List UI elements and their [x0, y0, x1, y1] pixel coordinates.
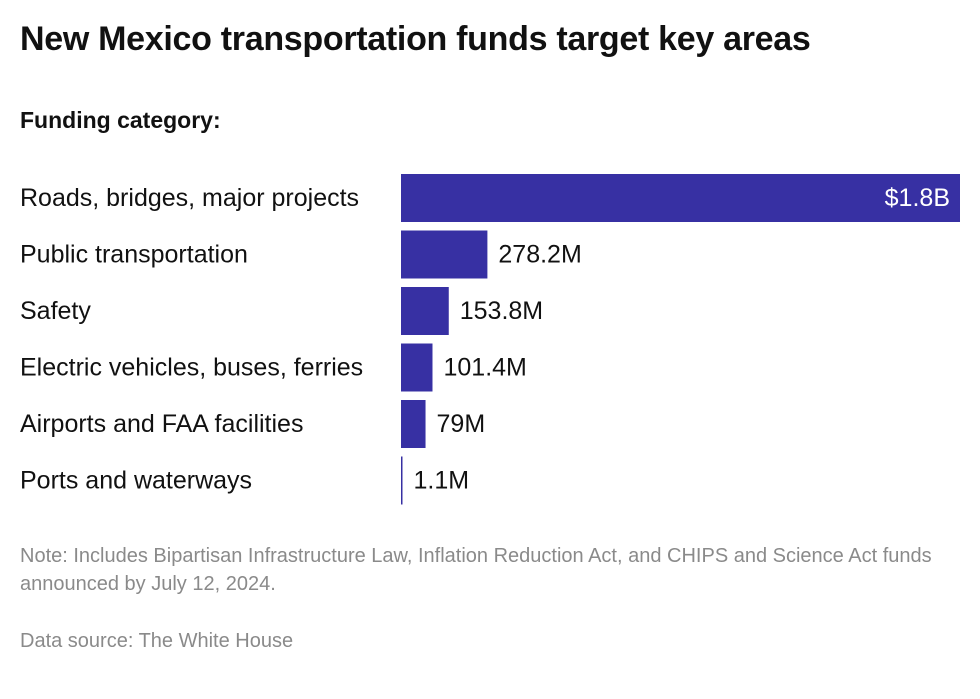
- data-label: 101.4M: [443, 354, 526, 382]
- category-label: Ports and waterways: [20, 467, 252, 495]
- category-label: Public transportation: [20, 241, 248, 269]
- chart-subtitle: Funding category:: [20, 107, 221, 133]
- bar: [401, 456, 403, 505]
- chart-note: Note: Includes Bipartisan Infrastructure…: [20, 545, 932, 595]
- data-label: $1.8B: [885, 184, 950, 212]
- bar-chart: Roads, bridges, major projects $1.8B Publi…: [20, 174, 960, 505]
- page-title: New Mexico transportation funds target k…: [20, 20, 811, 58]
- data-label: 153.8M: [460, 297, 543, 325]
- category-label: Safety: [20, 297, 91, 325]
- data-label: 79M: [437, 410, 486, 438]
- category-label: Roads, bridges, major projects: [20, 184, 359, 212]
- data-source: Data source: The White House: [20, 630, 294, 652]
- bar: [401, 343, 433, 392]
- bar: [401, 230, 488, 279]
- data-label: 1.1M: [414, 467, 470, 495]
- bar: [401, 174, 960, 222]
- data-label: 278.2M: [498, 241, 581, 269]
- bar: [401, 400, 426, 448]
- category-label: Electric vehicles, buses, ferries: [20, 354, 363, 382]
- bar: [401, 287, 449, 335]
- category-label: Airports and FAA facilities: [20, 410, 303, 438]
